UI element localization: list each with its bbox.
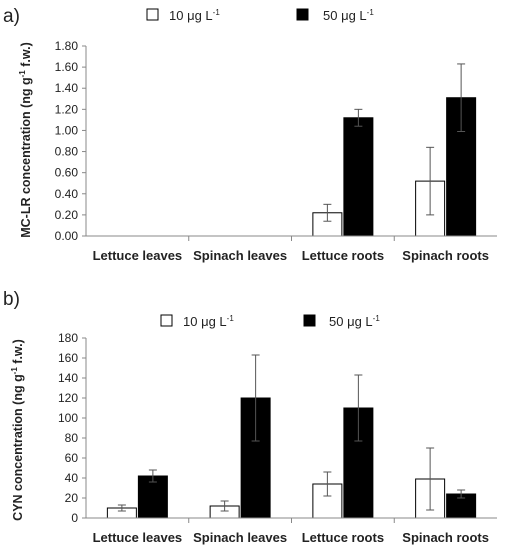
panel-b-ytick-label-5: 100: [58, 411, 78, 425]
panel-a-ytick-label-5: 1.00: [55, 123, 79, 137]
panel-a-category-0: Lettuce leaves: [93, 248, 183, 263]
panel-a-errorbar-s0-c2: [323, 203, 332, 222]
panel-a-category-3: Spinach roots: [402, 248, 489, 263]
panel-a-categories: Lettuce leaves Spinach leaves Lettuce root…: [93, 236, 489, 263]
panel-a-ytick-label-1: 0.20: [55, 208, 79, 222]
panel-b-errorbar-s0-c2: [323, 471, 332, 497]
panel-b-category-3: Spinach roots: [402, 530, 489, 545]
legend-b-swatch-10: [160, 314, 173, 327]
panel-b-category-2: Lettuce roots: [302, 530, 384, 545]
panel-b-errorbar-s1-c1: [251, 354, 260, 442]
panel-a-ylabel: MC-LR concentration (ng g-1 f.w.): [18, 42, 33, 238]
panel-b-ytick-label-8: 160: [58, 351, 78, 365]
panel-b-ytick-label-4: 80: [65, 431, 79, 445]
panel-b-errorbar-s0-c3: [426, 447, 435, 511]
legend-a-label-50: 50 μg L-1: [323, 8, 374, 23]
panel-b-categories: Lettuce leaves Spinach leaves Lettuce root…: [93, 518, 489, 545]
panel-a-errorbar-s0-c3: [426, 146, 435, 216]
panel-a-ytick-label-3: 0.60: [55, 166, 79, 180]
legend-a-swatch-10: [146, 8, 159, 21]
panel-b-ytick-label-1: 20: [65, 491, 79, 505]
panel-b-category-1: Spinach leaves: [193, 530, 287, 545]
panel-b-errorbar-s0-c1: [220, 500, 229, 512]
panel-b-ytick-label-7: 140: [58, 371, 78, 385]
panel-b-ytick-label-2: 40: [65, 471, 79, 485]
panel-b-bars: [106, 354, 477, 519]
panel-b-ylabel: CYN concentration (ng g-1 f.w.): [10, 339, 25, 521]
panel-b-errorbar-s1-c3: [457, 489, 466, 499]
panel-a-bar-s1-c2: [343, 117, 374, 237]
panel-a-ytick-label-0: 0.00: [55, 229, 79, 243]
panel-a-legend: 10 μg L-1 50 μg L-1: [146, 8, 374, 23]
panel-a-label: a): [3, 6, 20, 27]
panel-b-label: b): [3, 289, 20, 310]
panel-b-bar-s1-c0: [137, 475, 168, 519]
panel-a-ytick-label-4: 0.80: [55, 145, 79, 159]
legend-a-label-10: 10 μg L-1: [169, 8, 220, 23]
panel-b-ytick-label-3: 60: [65, 451, 79, 465]
panel-a-ytick-label-6: 1.20: [55, 102, 79, 116]
panel-a-bars: [312, 63, 477, 237]
panel-a-category-1: Spinach leaves: [193, 248, 287, 263]
panel-a-ytick-label-8: 1.60: [55, 60, 79, 74]
panel-b-ytick-label-6: 120: [58, 391, 78, 405]
panel-b-legend: 10 μg L-1 50 μg L-1: [160, 314, 380, 329]
panel-a-errorbar-s1-c2: [354, 108, 363, 127]
panel-b-ytick-label-9: 180: [58, 331, 78, 345]
panel-b: b) 10 μg L-1 50 μg L-1 CYN concentration…: [3, 289, 497, 545]
panel-a-category-2: Lettuce roots: [302, 248, 384, 263]
panel-a-ytick-label-9: 1.80: [55, 39, 79, 53]
panel-a: a) 10 μg L-1 50 μg L-1 MC-LR concentrati…: [3, 6, 497, 263]
panel-a-errorbar-s1-c3: [457, 63, 466, 132]
panel-b-errorbar-s1-c2: [354, 374, 363, 442]
panel-b-errorbar-s1-c0: [148, 469, 157, 483]
legend-b-swatch-50: [303, 314, 316, 327]
panel-a-ytick-label-2: 0.40: [55, 187, 79, 201]
panel-b-category-0: Lettuce leaves: [93, 530, 183, 545]
legend-b-label-10: 10 μg L-1: [183, 314, 234, 329]
panel-b-y-ticks: 0 20 40 60 80 100 120 140 160 180: [58, 331, 86, 525]
legend-b-label-50: 50 μg L-1: [329, 314, 380, 329]
legend-a-swatch-50: [296, 8, 309, 21]
panel-b-ytick-label-0: 0: [71, 511, 78, 525]
panel-a-y-ticks: 0.00 0.20 0.40 0.60 0.80 1.00 1.20 1.40 1.60 1.80: [55, 39, 86, 243]
panel-b-errorbar-s0-c0: [117, 504, 126, 512]
panel-b-bar-s1-c3: [446, 493, 477, 519]
panel-a-ytick-label-7: 1.40: [55, 81, 79, 95]
